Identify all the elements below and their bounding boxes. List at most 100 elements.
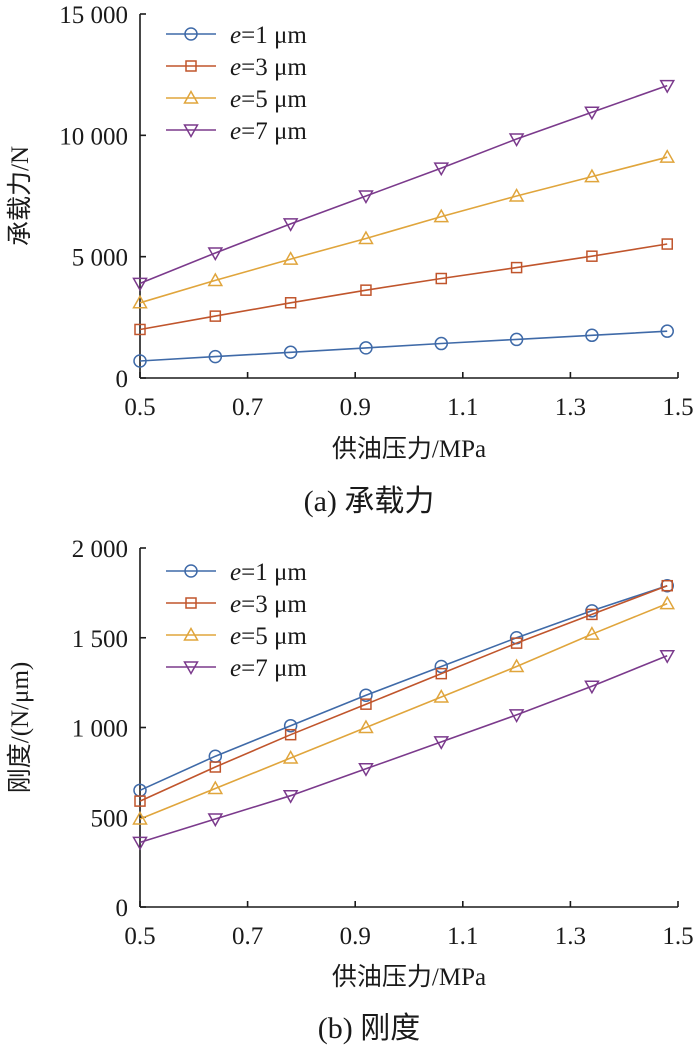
series-line: [139, 330, 668, 362]
x-axis-label: 供油压力/MPa: [332, 435, 486, 463]
data-point: [283, 718, 298, 733]
chart-caption: (b) 刚度: [318, 1012, 420, 1045]
legend-label: e=1 μm: [230, 22, 307, 49]
data-point: [359, 688, 373, 702]
series-line: [139, 84, 668, 285]
data-point: [433, 736, 450, 750]
series-line: [139, 243, 668, 331]
legend-marker: [184, 564, 198, 578]
legend-label: e=3 μm: [230, 591, 307, 618]
legend-label: e=7 μm: [230, 118, 307, 145]
data-point: [661, 238, 673, 250]
y-axis-label: 刚度/(N/μm): [6, 662, 34, 793]
legend-label: e=7 μm: [230, 655, 307, 682]
legend-marker: [183, 124, 199, 139]
y-tick-label: 15 000: [59, 2, 128, 29]
x-tick-label: 0.7: [232, 923, 263, 950]
data-point: [584, 106, 600, 121]
x-tick-label: 0.7: [232, 394, 263, 421]
data-point: [358, 763, 374, 777]
data-point: [134, 795, 146, 807]
legend-item: e=5 μm: [166, 86, 307, 113]
data-point: [434, 659, 449, 674]
x-tick-label: 0.5: [124, 394, 155, 421]
data-point: [434, 336, 449, 351]
data-point: [282, 251, 299, 265]
data-point: [209, 761, 222, 773]
data-point: [508, 709, 525, 723]
data-point: [133, 354, 147, 368]
data-point: [659, 649, 676, 664]
legend-marker: [183, 626, 199, 641]
y-tick-label: 1 500: [72, 626, 128, 653]
data-point: [282, 789, 299, 804]
data-point: [661, 579, 673, 592]
data-point: [207, 247, 224, 262]
legend-item: e=7 μm: [166, 655, 307, 682]
chart-caption: (a) 承载力: [304, 485, 435, 518]
series-2: [134, 238, 673, 336]
data-point: [585, 328, 599, 343]
data-point: [584, 680, 600, 695]
data-point: [508, 187, 525, 202]
data-point: [359, 341, 373, 355]
series-3: [132, 595, 676, 825]
data-point: [584, 168, 600, 183]
data-point: [358, 230, 374, 245]
data-point: [509, 332, 524, 347]
data-point: [358, 719, 374, 734]
data-point: [508, 133, 525, 147]
series-4: [132, 649, 676, 851]
x-tick-label: 0.9: [340, 923, 371, 950]
legend-marker: [185, 60, 197, 72]
data-point: [360, 284, 372, 296]
data-point: [283, 345, 298, 360]
data-point: [207, 813, 224, 828]
series-line: [139, 584, 668, 802]
legend-item: e=3 μm: [166, 54, 307, 81]
legend-item: e=1 μm: [166, 559, 307, 586]
series-line: [139, 584, 668, 792]
series-1: [133, 578, 674, 798]
x-tick-label: 1.3: [555, 923, 586, 950]
stiffness-chart: 0 500 1 000 1 500 2 000 0.5 0.7 0.9 1.1 1.3 1.5 供油压…: [6, 536, 694, 1045]
data-point: [282, 749, 299, 764]
x-tick-label: 1.5: [662, 923, 693, 950]
data-point: [132, 277, 148, 292]
data-point: [586, 250, 598, 262]
legend-item: e=5 μm: [166, 623, 307, 650]
legend-item: e=3 μm: [166, 591, 307, 618]
bearing-capacity-chart: 0 5 000 10 000 15 000 0.5 0.7 0.9 1.1 1.3 1.5 供油压力…: [6, 2, 694, 518]
y-axis-label: 承载力/N: [6, 146, 34, 246]
legend-label: e=3 μm: [230, 54, 307, 81]
legend: e=1 μm e=3 μm e=5 μm e=7 μm: [166, 22, 307, 145]
legend: e=1 μm e=3 μm e=5 μm e=7 μm: [166, 559, 307, 682]
legend-marker: [183, 661, 199, 676]
series-3: [132, 149, 676, 309]
data-point: [134, 323, 146, 336]
x-tick-label: 1.5: [662, 394, 693, 421]
series-1: [133, 324, 674, 368]
data-point: [282, 218, 299, 232]
legend-item: e=1 μm: [166, 22, 307, 49]
data-point: [284, 728, 297, 741]
data-point: [586, 608, 598, 621]
data-point: [435, 667, 448, 680]
data-point: [435, 272, 448, 285]
legend-label: e=5 μm: [230, 623, 307, 650]
data-point: [510, 261, 523, 274]
x-tick-label: 1.1: [447, 923, 478, 950]
x-tick-label: 0.9: [340, 394, 371, 421]
series-line: [139, 602, 668, 820]
data-point: [132, 811, 148, 825]
data-point: [510, 637, 523, 649]
data-point: [284, 297, 297, 309]
series-2: [134, 579, 673, 807]
legend-marker: [185, 597, 197, 609]
x-tick-label: 1.3: [555, 394, 586, 421]
legend-label: e=5 μm: [230, 86, 307, 113]
legend-item: e=7 μm: [166, 118, 307, 145]
data-point: [209, 310, 222, 322]
y-tick-label: 0: [116, 366, 129, 393]
